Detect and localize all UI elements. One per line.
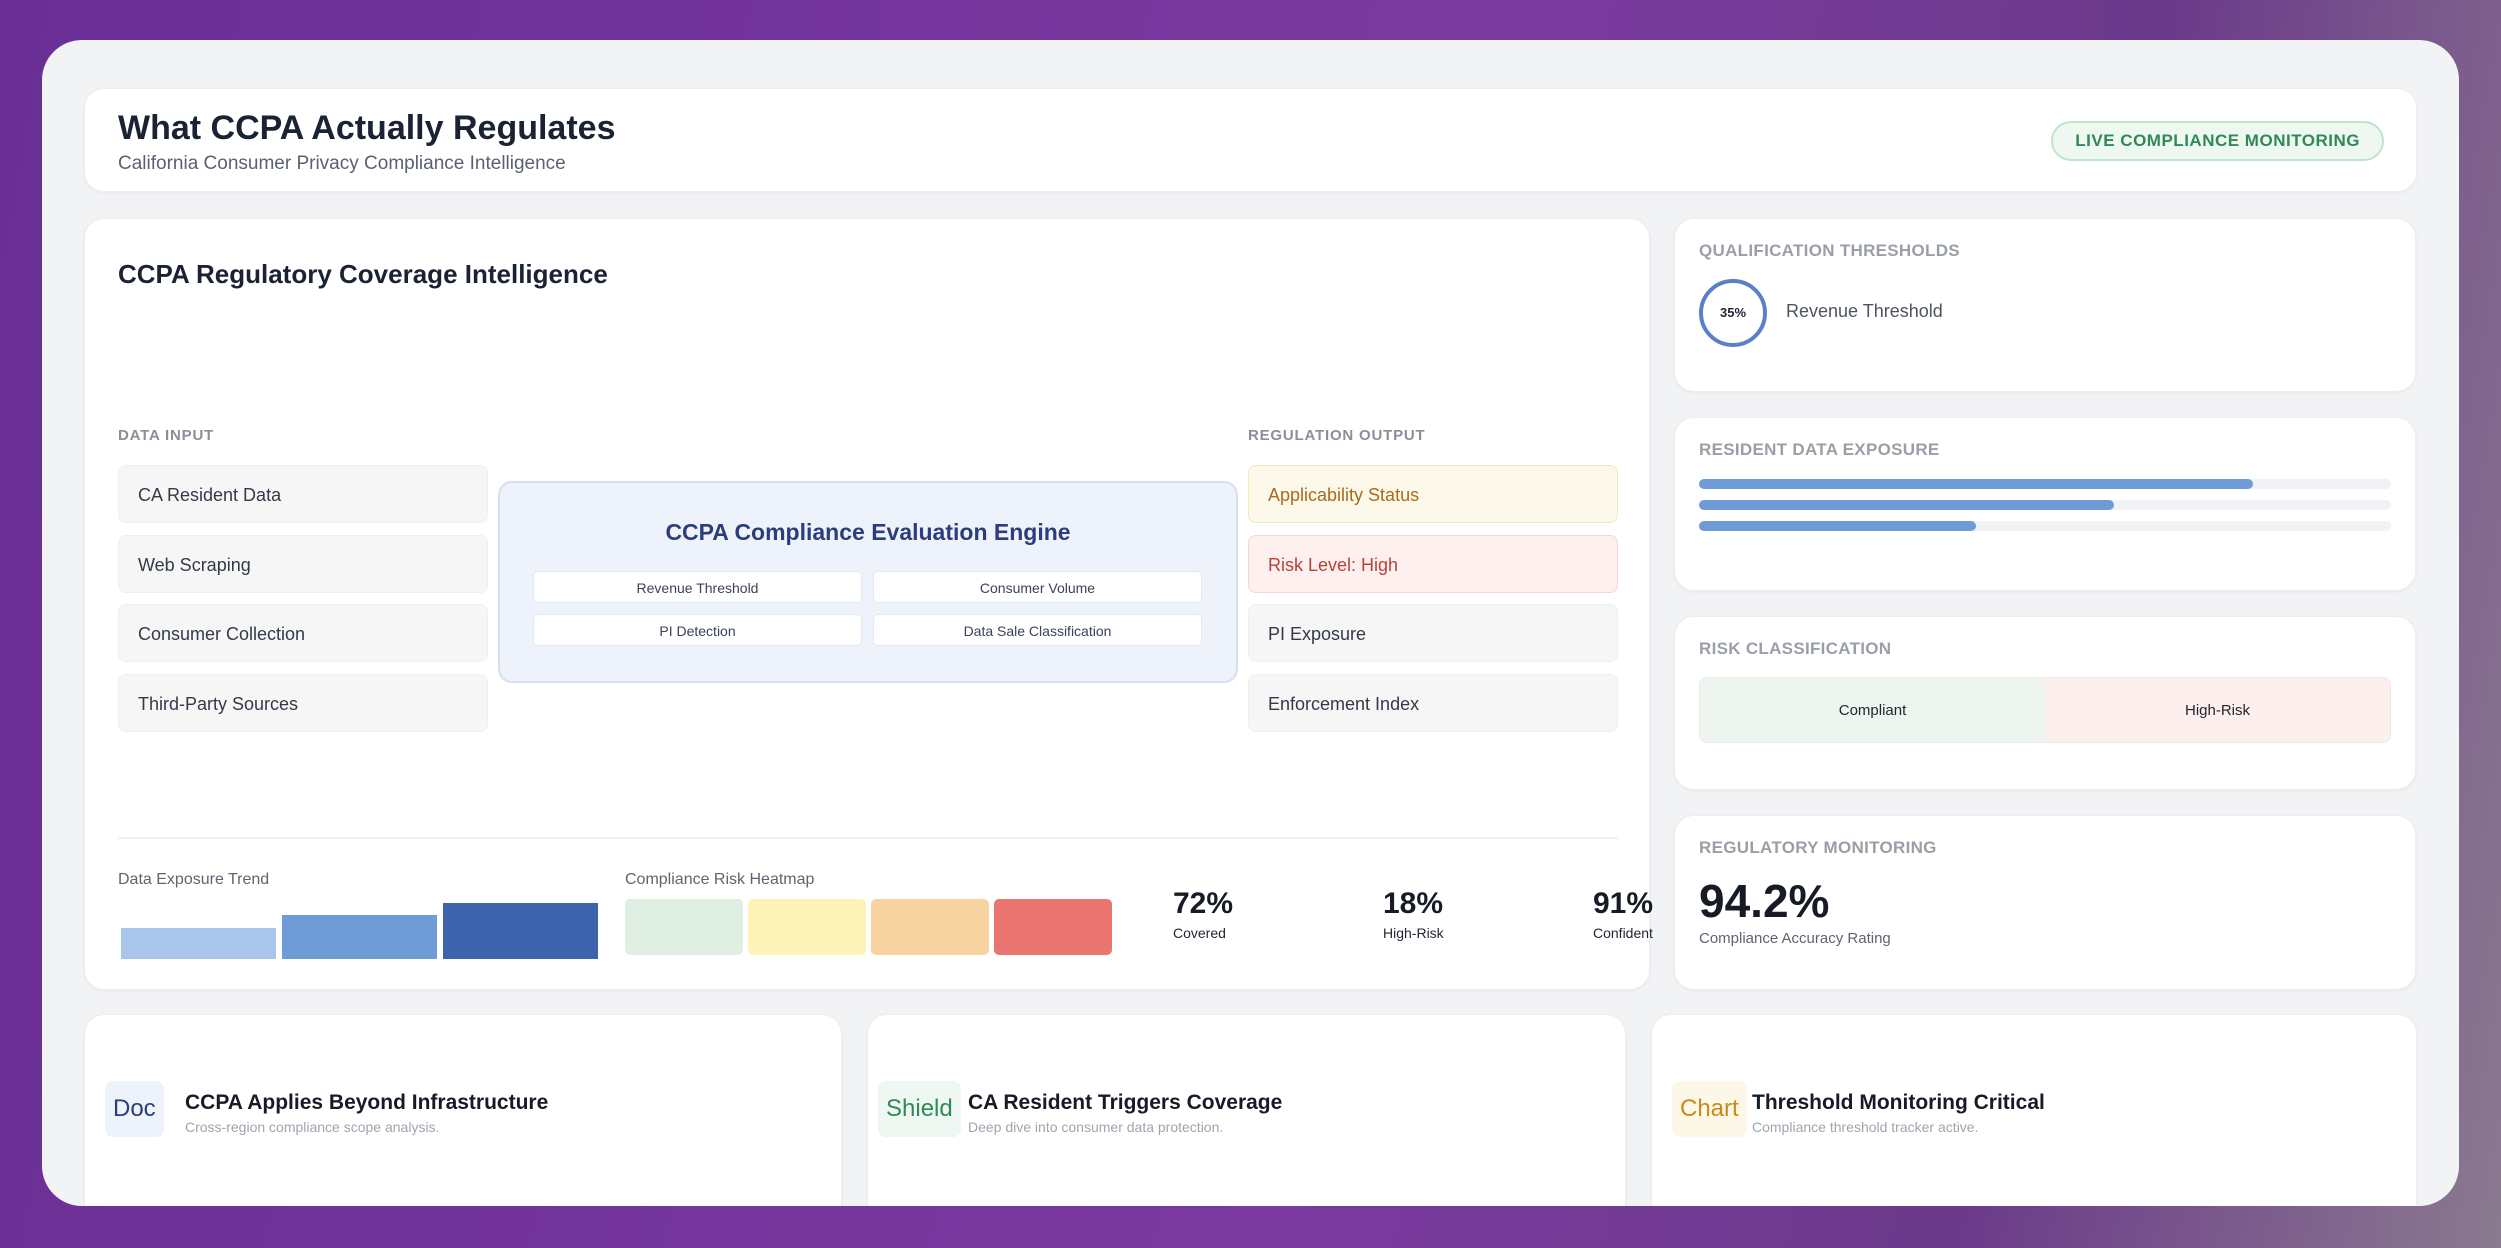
input-item-ca-resident-data[interactable]: CA Resident Data <box>118 465 488 523</box>
exposure-bar-2-fill <box>1699 500 2115 510</box>
trend-bar-3 <box>443 903 598 959</box>
input-item-web-scraping[interactable]: Web Scraping <box>118 535 488 593</box>
exposure-bar-1 <box>1699 479 2391 489</box>
stat-covered-value: 72% <box>1173 887 1234 920</box>
insight-title: CCPA Applies Beyond Infrastructure <box>185 1091 549 1114</box>
engine-chip-revenue-threshold: Revenue Threshold <box>533 571 862 603</box>
coverage-intelligence-card: CCPA Regulatory Coverage Intelligence DA… <box>84 218 1654 990</box>
risk-high-risk-segment[interactable]: High-Risk <box>2045 678 2390 742</box>
output-item-applicability-status[interactable]: Applicability Status <box>1248 465 1618 523</box>
monitoring-label: REGULATORY MONITORING <box>1699 838 1937 857</box>
section-divider <box>118 837 1618 839</box>
regulation-output-label: REGULATION OUTPUT <box>1248 427 1426 444</box>
exposure-bar-1-fill <box>1699 479 2253 489</box>
output-item-enforcement-index[interactable]: Enforcement Index <box>1248 674 1618 732</box>
trend-label: Data Exposure Trend <box>118 871 270 888</box>
shield-icon: Shield <box>878 1081 961 1137</box>
engine-chip-pi-detection: PI Detection <box>533 614 862 646</box>
stat-confident-value: 91% <box>1593 887 1654 920</box>
insight-title: CA Resident Triggers Coverage <box>968 1091 1283 1114</box>
heatmap-cell-2 <box>748 899 866 955</box>
accuracy-caption: Compliance Accuracy Rating <box>1699 930 1891 947</box>
engine-title: CCPA Compliance Evaluation Engine <box>665 519 1071 545</box>
insight-card-resident-coverage[interactable]: Shield CA Resident Triggers Coverage Dee… <box>867 1014 1626 1206</box>
insight-subtitle: Deep dive into consumer data protection. <box>968 1119 1224 1135</box>
exposure-bar-3-fill <box>1699 521 1976 531</box>
risk-label: RISK CLASSIFICATION <box>1699 639 1892 658</box>
exposure-bar-3 <box>1699 521 2391 531</box>
risk-compliant-segment[interactable]: Compliant <box>1700 678 2045 742</box>
insight-subtitle: Compliance threshold tracker active. <box>1752 1119 1979 1135</box>
header-card: What CCPA Actually Regulates California … <box>84 88 2417 192</box>
resident-data-exposure-card: RESIDENT DATA EXPOSURE <box>1674 417 2416 591</box>
compliance-engine: CCPA Compliance Evaluation Engine Revenu… <box>498 481 1238 683</box>
trend-bar-2 <box>282 915 437 959</box>
heatmap-label: Compliance Risk Heatmap <box>625 871 815 888</box>
heatmap-cell-4 <box>994 899 1112 955</box>
stat-high-risk-value: 18% <box>1383 887 1444 920</box>
heatmap-cell-1 <box>625 899 743 955</box>
stat-high-risk-label: High-Risk <box>1383 925 1444 941</box>
page-subtitle: California Consumer Privacy Compliance I… <box>118 153 566 174</box>
chart-icon: Chart <box>1672 1081 1747 1137</box>
trend-bar-1 <box>121 928 276 959</box>
insight-subtitle: Cross-region compliance scope analysis. <box>185 1119 440 1135</box>
insight-card-infrastructure[interactable]: Doc CCPA Applies Beyond Infrastructure C… <box>84 1014 842 1206</box>
live-monitoring-badge[interactable]: LIVE COMPLIANCE MONITORING <box>2051 121 2384 161</box>
risk-split-bar: Compliant High-Risk <box>1699 677 2391 743</box>
exposure-label: RESIDENT DATA EXPOSURE <box>1699 440 1940 459</box>
output-item-risk-level[interactable]: Risk Level: High <box>1248 535 1618 593</box>
engine-chip-data-sale-classification: Data Sale Classification <box>873 614 1202 646</box>
risk-classification-card: RISK CLASSIFICATION Compliant High-Risk <box>1674 616 2416 790</box>
coverage-title: CCPA Regulatory Coverage Intelligence <box>118 259 608 289</box>
heatmap-cell-3 <box>871 899 989 955</box>
revenue-threshold-ring: 35% <box>1699 279 1767 347</box>
document-icon: Doc <box>105 1081 164 1137</box>
input-item-consumer-collection[interactable]: Consumer Collection <box>118 604 488 662</box>
stat-confident-label: Confident <box>1593 925 1653 941</box>
insight-title: Threshold Monitoring Critical <box>1752 1091 2045 1114</box>
dashboard-window: What CCPA Actually Regulates California … <box>42 40 2459 1206</box>
engine-chip-consumer-volume: Consumer Volume <box>873 571 1202 603</box>
revenue-threshold-label: Revenue Threshold <box>1786 301 1943 321</box>
regulatory-monitoring-card: REGULATORY MONITORING 94.2% Compliance A… <box>1674 815 2416 990</box>
insight-card-threshold-monitoring[interactable]: Chart Threshold Monitoring Critical Comp… <box>1651 1014 2417 1206</box>
accuracy-value: 94.2% <box>1699 875 1830 927</box>
exposure-bar-2 <box>1699 500 2391 510</box>
input-item-third-party-sources[interactable]: Third-Party Sources <box>118 674 488 732</box>
qualification-thresholds-card: QUALIFICATION THRESHOLDS 35% Revenue Thr… <box>1674 218 2416 392</box>
data-input-label: DATA INPUT <box>118 427 215 444</box>
stat-covered-label: Covered <box>1173 925 1226 941</box>
qualification-label: QUALIFICATION THRESHOLDS <box>1699 241 1960 260</box>
output-item-pi-exposure[interactable]: PI Exposure <box>1248 604 1618 662</box>
page-title: What CCPA Actually Regulates <box>118 109 616 147</box>
